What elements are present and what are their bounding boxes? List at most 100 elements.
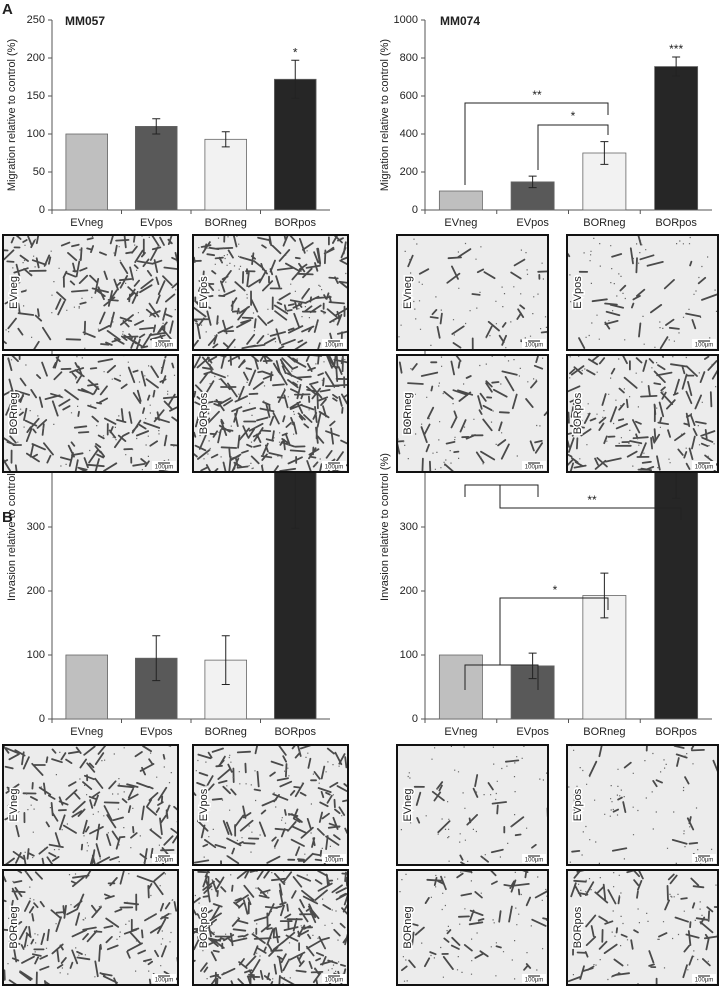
y-tick-label: 300	[400, 521, 418, 533]
error-bar	[528, 175, 537, 189]
bar	[134, 126, 178, 211]
y-tick-label: 0	[412, 713, 418, 725]
scale-bg	[322, 339, 346, 348]
micrograph-frame	[396, 234, 549, 351]
micrograph-label: EVpos	[572, 788, 584, 821]
micrograph-label: EVpos	[198, 276, 210, 309]
pores	[568, 745, 713, 864]
x-tick-label: EVpos	[516, 726, 549, 738]
micrograph-label: BORneg	[402, 392, 414, 434]
y-tick-label: 400	[400, 128, 418, 140]
micrograph-label: EVpos	[198, 788, 210, 821]
significance: **	[532, 88, 542, 102]
pores	[397, 355, 548, 472]
micrograph-bg	[193, 235, 348, 350]
x-tick-label: EVpos	[140, 726, 173, 738]
x-tick-label: BORneg	[205, 217, 247, 229]
micrograph-bg	[397, 235, 548, 350]
micrograph-frame	[566, 354, 719, 473]
scale-label: 100µm	[695, 858, 713, 864]
scale-bg	[522, 339, 546, 348]
cells	[193, 745, 348, 865]
scale-label: 100µm	[695, 343, 713, 349]
y-tick-label: 0	[39, 204, 45, 216]
error-bar	[528, 652, 537, 680]
scale-bg	[692, 461, 716, 470]
micrograph-bg	[397, 745, 548, 865]
y-tick-label: 100	[400, 649, 418, 661]
micrograph-bg	[567, 235, 718, 350]
x-tick-label: EVneg	[70, 726, 103, 738]
pores	[5, 235, 178, 350]
micrograph-label: EVneg	[402, 276, 414, 309]
micrograph-label: BORneg	[402, 392, 414, 434]
micrograph-frame	[396, 869, 549, 986]
micrograph-label: BORneg	[402, 906, 414, 948]
scale-label: 100µm	[525, 465, 543, 471]
bar-chart: 0 50 100 150 200 250 MM057 Migration relative t…	[6, 14, 330, 229]
pores	[11, 747, 178, 864]
micrograph-label: BORpos	[198, 392, 210, 434]
x-tick-label: BORpos	[655, 217, 697, 229]
x-tick-label: BORpos	[274, 726, 316, 738]
micrograph-frame	[192, 744, 349, 866]
x-tick-label: EVneg	[70, 217, 103, 229]
panel-label: B	[2, 509, 13, 526]
micrograph-label: BORneg	[8, 906, 20, 948]
micrograph-label: EVneg	[8, 276, 20, 309]
x-tick-label: BORpos	[274, 217, 316, 229]
cells	[3, 745, 178, 865]
x-tick-label: EVpos	[140, 217, 173, 229]
y-tick-label: 600	[400, 90, 418, 102]
micrograph-label: EVneg	[402, 788, 414, 821]
cells	[193, 235, 348, 350]
bar-chart: 0100200300400500600MM057Invasion relativ…	[6, 329, 330, 738]
micrograph-label: EVpos	[572, 788, 584, 821]
micrograph-frame	[566, 869, 719, 986]
micrograph-label: BORpos	[198, 906, 210, 948]
pores	[400, 745, 548, 862]
micrograph-label: BORpos	[572, 906, 584, 948]
y-tick-label: 200	[27, 52, 45, 64]
scale-bg	[522, 461, 546, 470]
micrograph-label: EVpos	[198, 788, 210, 821]
micrograph-label: BORpos	[572, 392, 584, 434]
scale-bg	[322, 461, 346, 470]
significance: *	[293, 45, 298, 59]
scale-label: 100µm	[525, 978, 543, 984]
error-bar	[152, 118, 161, 135]
scale-bg	[152, 461, 176, 470]
cells	[193, 235, 348, 350]
y-tick-label: 200	[27, 585, 45, 597]
pores	[568, 355, 717, 471]
scale-label: 100µm	[525, 858, 543, 864]
bar-chart: 0 200 400 600 800 1000 MM074 Migration relative…	[379, 14, 712, 229]
error-bar	[152, 635, 161, 682]
y-tick-label: 300	[27, 521, 45, 533]
scale-bg	[692, 974, 716, 983]
micrograph-frame	[192, 354, 349, 473]
micrograph-label: EVpos	[198, 276, 210, 309]
micrograph-label: BORneg	[8, 906, 20, 948]
micrograph-label: BORpos	[572, 906, 584, 948]
y-tick-label: 150	[27, 90, 45, 102]
micrograph-frame	[396, 354, 549, 473]
error-bar	[221, 131, 230, 148]
cells	[400, 745, 548, 865]
micrograph-label: EVpos	[572, 276, 584, 309]
scale-label: 100µm	[325, 465, 343, 471]
cells	[567, 235, 718, 350]
micrograph-label: BORneg	[402, 906, 414, 948]
micrograph-label: BORpos	[572, 392, 584, 434]
error-bar	[291, 59, 300, 99]
micrograph-label: EVneg	[402, 788, 414, 821]
cells	[567, 355, 718, 472]
y-tick-label: 800	[400, 52, 418, 64]
y-tick-label: 50	[33, 166, 45, 178]
